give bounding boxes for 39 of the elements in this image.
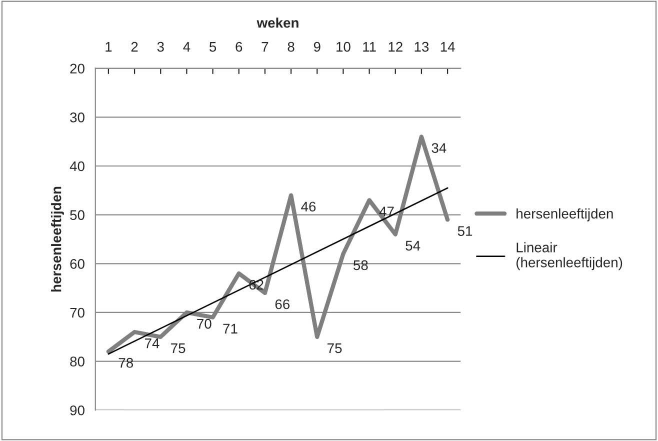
data-label: 71 — [223, 324, 238, 334]
y-tick-label: 50 — [70, 210, 84, 220]
data-label: 51 — [458, 226, 472, 236]
legend-label: hersenleeftijden — [516, 208, 613, 222]
x-tick-label: 8 — [288, 42, 294, 52]
y-axis-title: hersenleeftijden — [51, 186, 64, 292]
x-tick-label: 9 — [314, 42, 320, 52]
x-axis-title: weken — [256, 18, 298, 28]
data-label: 78 — [118, 358, 134, 368]
data-label: 74 — [144, 338, 160, 348]
y-tick-label: 80 — [70, 356, 84, 366]
x-tick-label: 12 — [388, 42, 402, 52]
y-tick-label: 20 — [70, 64, 84, 74]
data-label: 75 — [171, 343, 186, 354]
x-tick-label: 5 — [209, 42, 216, 52]
y-tick-label: 70 — [70, 308, 84, 318]
data-label: 75 — [328, 343, 342, 354]
data-label: 70 — [197, 318, 212, 329]
x-tick-label: 11 — [363, 42, 376, 52]
x-tick-label: 7 — [262, 42, 268, 52]
data-label: 62 — [249, 280, 264, 290]
x-tick-label: 10 — [336, 42, 350, 52]
data-label: 54 — [406, 240, 420, 251]
data-label: 34 — [432, 143, 446, 153]
data-label: 46 — [301, 202, 316, 212]
y-tick-label: 60 — [70, 258, 84, 269]
x-tick-label: 4 — [183, 42, 190, 52]
y-tick-label: 40 — [70, 161, 84, 172]
y-tick-label: 90 — [70, 405, 84, 416]
x-tick-label: 13 — [414, 42, 429, 52]
x-tick-label: 3 — [157, 42, 164, 52]
x-tick-label: 1 — [106, 42, 112, 52]
data-label: 66 — [275, 299, 290, 310]
x-tick-label: 14 — [440, 42, 455, 52]
x-tick-label: 6 — [236, 42, 242, 52]
x-tick-label: 2 — [131, 42, 138, 52]
legend-label: Lineair (hersenleeftijden) — [516, 242, 622, 270]
y-tick-label: 30 — [70, 112, 84, 122]
data-label: 58 — [353, 260, 368, 270]
